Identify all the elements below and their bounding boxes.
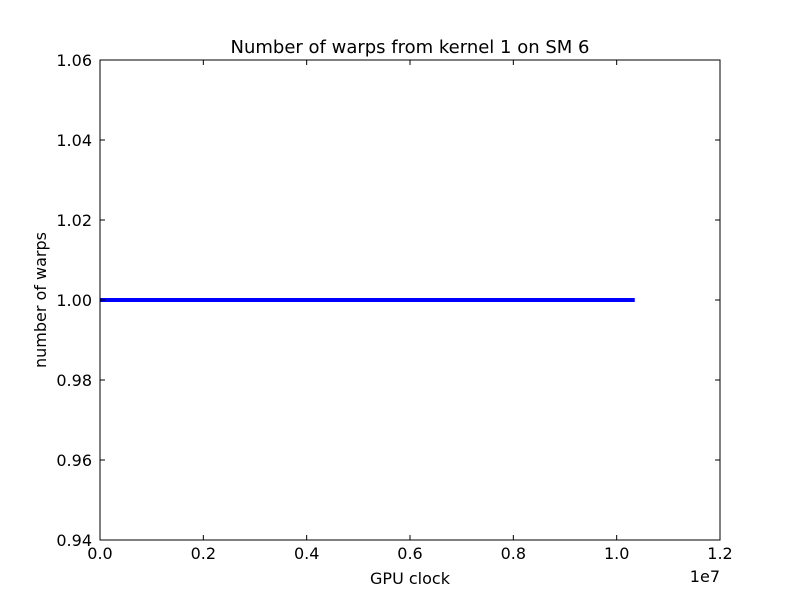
y-axis-ticks: 0.94 0.96 0.98 1.00 1.02 1.04 1.06 — [56, 51, 720, 550]
y-axis-label: number of warps — [31, 232, 50, 368]
chart-title: Number of warps from kernel 1 on SM 6 — [231, 37, 590, 58]
y-tick-label: 0.94 — [56, 531, 92, 550]
x-axis-offset-label: 1e7 — [690, 567, 720, 586]
y-tick-label: 1.00 — [56, 291, 92, 310]
y-tick-label: 1.02 — [56, 211, 92, 230]
y-tick-label: 0.98 — [56, 371, 92, 390]
x-tick-label: 0.2 — [191, 544, 216, 563]
x-tick-label: 0.0 — [87, 544, 112, 563]
x-tick-label: 0.8 — [501, 544, 526, 563]
y-tick-label: 1.04 — [56, 131, 92, 150]
y-tick-label: 1.06 — [56, 51, 92, 70]
x-axis-ticks: 0.0 0.2 0.4 0.6 0.8 1.0 1.2 — [87, 60, 733, 563]
axes-frame — [99, 59, 721, 541]
x-tick-label: 0.4 — [294, 544, 319, 563]
x-tick-label: 1.2 — [707, 544, 732, 563]
x-tick-label: 0.6 — [397, 544, 422, 563]
x-tick-label: 1.0 — [604, 544, 629, 563]
y-tick-label: 0.96 — [56, 451, 92, 470]
x-axis-label: GPU clock — [370, 569, 451, 588]
